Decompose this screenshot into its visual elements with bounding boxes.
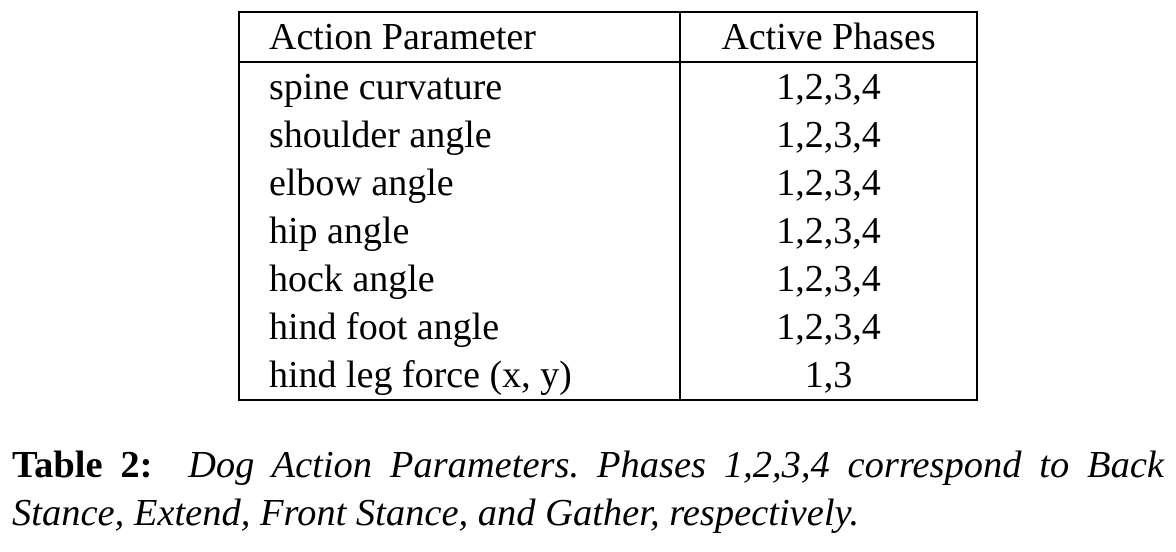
phases-cell: 1,2,3,4 [776, 66, 881, 108]
header-action-parameter: Action Parameter [239, 12, 681, 63]
phases-cell: 1,2,3,4 [776, 258, 881, 300]
param-cell: elbow angle [239, 159, 681, 207]
param-cell: hip angle [239, 207, 681, 255]
table-row: spine curvature 1,2,3,4 [239, 62, 977, 111]
caption-label: Table 2: [12, 444, 153, 486]
phases-cell: 1,2,3,4 [776, 210, 881, 252]
phases-cell: 1,2,3,4 [776, 114, 881, 156]
caption-text: Dog Action Parameters. Phases 1,2,3,4 co… [12, 444, 1164, 534]
phases-cell: 1,2,3,4 [776, 162, 881, 204]
param-cell: hind foot angle [239, 303, 681, 351]
header-active-phases: Active Phases [680, 12, 977, 63]
param-cell: hind leg force (x, y) [239, 351, 681, 400]
phases-cell: 1,2,3,4 [776, 306, 881, 348]
table-row: hind foot angle 1,2,3,4 [239, 303, 977, 351]
param-cell: hock angle [239, 255, 681, 303]
table-row: hip angle 1,2,3,4 [239, 207, 977, 255]
phases-cell: 1,3 [804, 354, 853, 396]
table-row: hock angle 1,2,3,4 [239, 255, 977, 303]
action-parameter-table-container: Action Parameter Active Phases spine cur… [238, 11, 978, 401]
action-parameter-table: Action Parameter Active Phases spine cur… [238, 11, 978, 401]
table-row: shoulder angle 1,2,3,4 [239, 111, 977, 159]
table-caption: Table 2: Dog Action Parameters. Phases 1… [12, 441, 1164, 537]
table-header-row: Action Parameter Active Phases [239, 12, 977, 63]
param-cell: shoulder angle [239, 111, 681, 159]
table-row: hind leg force (x, y) 1,3 [239, 351, 977, 400]
table-row: elbow angle 1,2,3,4 [239, 159, 977, 207]
param-cell: spine curvature [239, 62, 681, 111]
